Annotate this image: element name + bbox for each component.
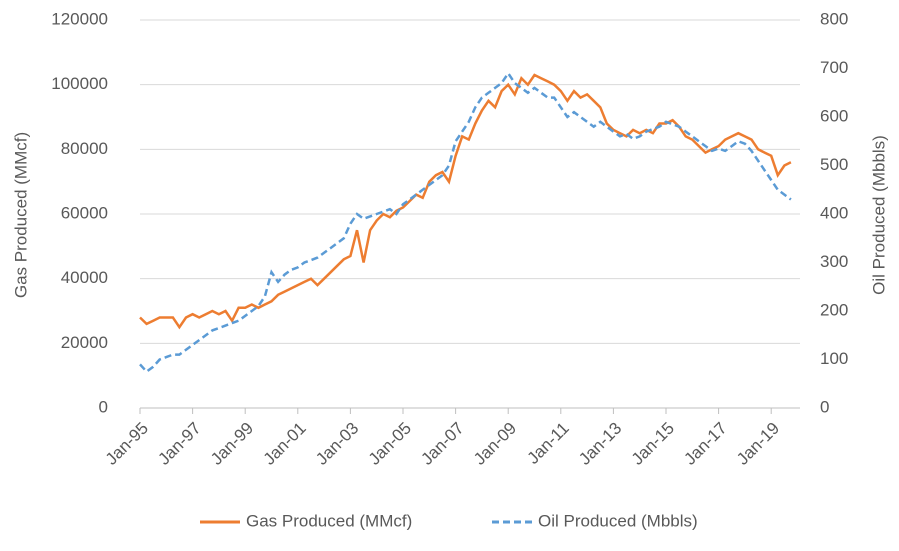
y2-tick-label: 700 xyxy=(820,58,848,77)
x-tick-label: Jan-99 xyxy=(207,419,257,469)
y2-tick-label: 400 xyxy=(820,203,848,222)
y-tick-label: 20000 xyxy=(61,333,108,352)
y2-tick-label: 800 xyxy=(820,9,848,28)
y-tick-label: 60000 xyxy=(61,203,108,222)
x-tick-label: Jan-95 xyxy=(102,419,152,469)
x-tick-label: Jan-15 xyxy=(628,419,678,469)
x-tick-label: Jan-05 xyxy=(365,419,415,469)
y2-axis-title: Oil Produced (Mbbls) xyxy=(869,135,888,295)
x-tick-label: Jan-17 xyxy=(680,419,730,469)
y2-tick-label: 200 xyxy=(820,300,848,319)
y2-tick-label: 600 xyxy=(820,106,848,125)
x-tick-label: Jan-19 xyxy=(733,419,783,469)
y2-tick-label: 300 xyxy=(820,252,848,271)
legend-label: Gas Produced (MMcf) xyxy=(246,511,412,530)
x-tick-label: Jan-07 xyxy=(417,419,467,469)
series-line xyxy=(139,73,792,330)
x-tick-label: Jan-03 xyxy=(312,419,362,469)
x-tick-label: Jan-09 xyxy=(470,419,520,469)
x-tick-label: Jan-11 xyxy=(524,419,573,468)
y-tick-label: 0 xyxy=(99,397,108,416)
legend-label: Oil Produced (Mbbls) xyxy=(538,511,698,530)
y-tick-label: 120000 xyxy=(51,9,108,28)
y2-tick-label: 500 xyxy=(820,155,848,174)
y2-tick-label: 0 xyxy=(820,397,829,416)
y-tick-label: 40000 xyxy=(61,268,108,287)
y-tick-label: 80000 xyxy=(61,139,108,158)
series-line xyxy=(139,71,792,374)
y-axis-title: Gas Produced (MMcf) xyxy=(11,132,30,298)
y2-tick-label: 100 xyxy=(820,349,848,368)
x-tick-label: Jan-01 xyxy=(260,419,310,469)
x-tick-label: Jan-97 xyxy=(154,419,204,469)
x-tick-label: Jan-13 xyxy=(575,419,625,469)
y-tick-label: 100000 xyxy=(51,74,108,93)
